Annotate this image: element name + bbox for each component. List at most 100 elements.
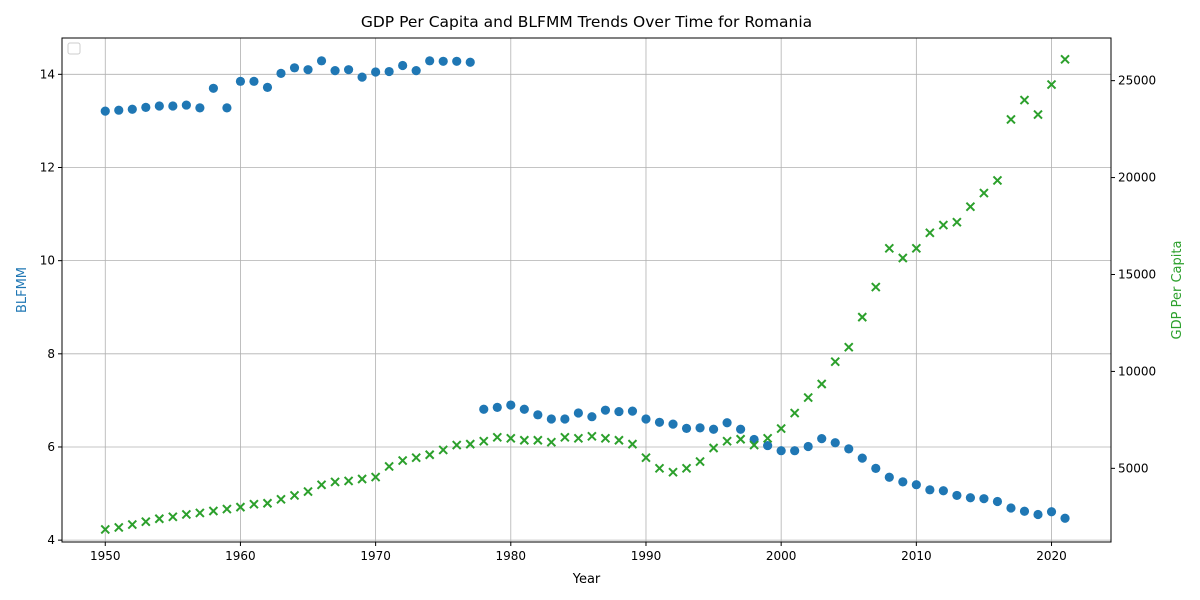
- gdp-point: [627, 439, 638, 449]
- gdp-point: [222, 504, 232, 514]
- gdp-point: [614, 435, 624, 445]
- blfmm-point: [208, 83, 219, 93]
- y-right-tick-label: 10000: [1118, 364, 1156, 378]
- blfmm-point: [398, 60, 408, 71]
- gdp-point: [587, 431, 597, 442]
- gdp-point: [316, 480, 327, 490]
- blfmm-point: [316, 56, 327, 66]
- gdp-point: [681, 463, 692, 474]
- blfmm-point: [573, 408, 583, 418]
- gdp-point: [911, 243, 922, 254]
- blfmm-point: [411, 66, 421, 76]
- gdp-point: [452, 440, 462, 450]
- gdp-point: [397, 455, 408, 466]
- gdp-point: [289, 490, 300, 501]
- gdp-point: [519, 435, 530, 445]
- gdp-point: [465, 439, 475, 449]
- gdp-point: [546, 437, 557, 447]
- gdp-point: [168, 512, 178, 522]
- gdp-point: [925, 228, 935, 238]
- gdp-point: [898, 253, 908, 263]
- blfmm-point: [465, 57, 475, 67]
- blfmm-point: [371, 67, 381, 77]
- blfmm-point: [898, 477, 908, 487]
- gdp-point: [641, 452, 651, 463]
- blfmm-point: [600, 405, 611, 415]
- blfmm-point: [681, 423, 692, 433]
- axis-ticks: 1950 1960 1970 1980 1990 2000 2010 2020 4 6 8 10 12 1…: [40, 67, 1156, 563]
- gdp-point: [668, 467, 678, 477]
- blfmm-point: [844, 444, 854, 454]
- gdp-point: [100, 524, 110, 535]
- y-axis-left-label: BLFMM: [15, 267, 30, 313]
- gdp-point: [776, 423, 786, 434]
- gdp-point: [695, 456, 705, 467]
- gdp-point: [1033, 109, 1043, 120]
- grid-lines: [62, 38, 1111, 542]
- gdp-point: [303, 486, 313, 497]
- gdp-point: [600, 433, 611, 443]
- blfmm-point: [979, 494, 989, 504]
- gdp-point: [952, 217, 962, 227]
- plot-frame: [61, 37, 1112, 543]
- y-left-tick-label: 6: [47, 440, 55, 454]
- blfmm-point: [1046, 507, 1057, 517]
- blfmm-point: [952, 490, 962, 501]
- gdp-point: [235, 502, 246, 512]
- gdp-point: [803, 392, 813, 403]
- gdp-point: [370, 472, 381, 482]
- gdp-point: [749, 440, 759, 450]
- blfmm-point: [884, 472, 894, 482]
- gdp-point: [424, 450, 435, 460]
- blfmm-point: [776, 446, 786, 456]
- blfmm-point: [357, 72, 367, 82]
- blfmm-point: [425, 56, 435, 66]
- blfmm-point: [614, 406, 624, 417]
- gdp-point: [965, 201, 976, 212]
- blfmm-point: [262, 82, 273, 92]
- gdp-point: [262, 498, 273, 508]
- blfmm-point: [533, 410, 543, 420]
- data-points: [100, 54, 1070, 535]
- legend-box: [67, 42, 81, 55]
- gdp-point: [938, 220, 949, 230]
- blfmm-point: [992, 496, 1003, 507]
- gdp-point: [708, 443, 719, 453]
- blfmm-point: [249, 76, 259, 86]
- x-tick-label: 2020: [1036, 549, 1067, 563]
- y-left-tick-label: 10: [40, 254, 55, 268]
- x-tick-label: 2010: [901, 549, 932, 563]
- gdp-point: [249, 499, 259, 509]
- blfmm-point: [722, 418, 732, 428]
- blfmm-point: [627, 406, 638, 416]
- blfmm-point: [708, 424, 719, 434]
- blfmm-point: [925, 485, 935, 495]
- blfmm-point: [641, 414, 651, 424]
- blfmm-point: [790, 446, 800, 456]
- gdp-point: [573, 433, 584, 443]
- gdp-point: [127, 519, 138, 530]
- gdp-point: [1060, 54, 1070, 65]
- blfmm-point: [303, 65, 313, 75]
- gdp-point: [384, 461, 394, 472]
- gdp-point: [141, 516, 151, 527]
- gdp-point: [654, 463, 665, 474]
- blfmm-point: [154, 101, 164, 111]
- blfmm-point: [763, 440, 773, 451]
- blfmm-series: [100, 56, 1070, 523]
- blfmm-point: [830, 438, 840, 448]
- gdp-point: [438, 445, 448, 455]
- blfmm-point: [965, 493, 976, 503]
- gdp-point: [276, 494, 286, 505]
- blfmm-point: [222, 103, 232, 113]
- blfmm-point: [114, 105, 124, 115]
- blfmm-point: [1006, 503, 1016, 513]
- blfmm-point: [1019, 506, 1030, 516]
- blfmm-point: [519, 404, 529, 414]
- y-left-tick-label: 12: [40, 160, 55, 174]
- gdp-point: [479, 436, 489, 446]
- x-tick-label: 1960: [225, 549, 256, 563]
- blfmm-point: [438, 56, 448, 66]
- blfmm-point: [343, 65, 354, 75]
- y-left-tick-label: 4: [47, 533, 55, 547]
